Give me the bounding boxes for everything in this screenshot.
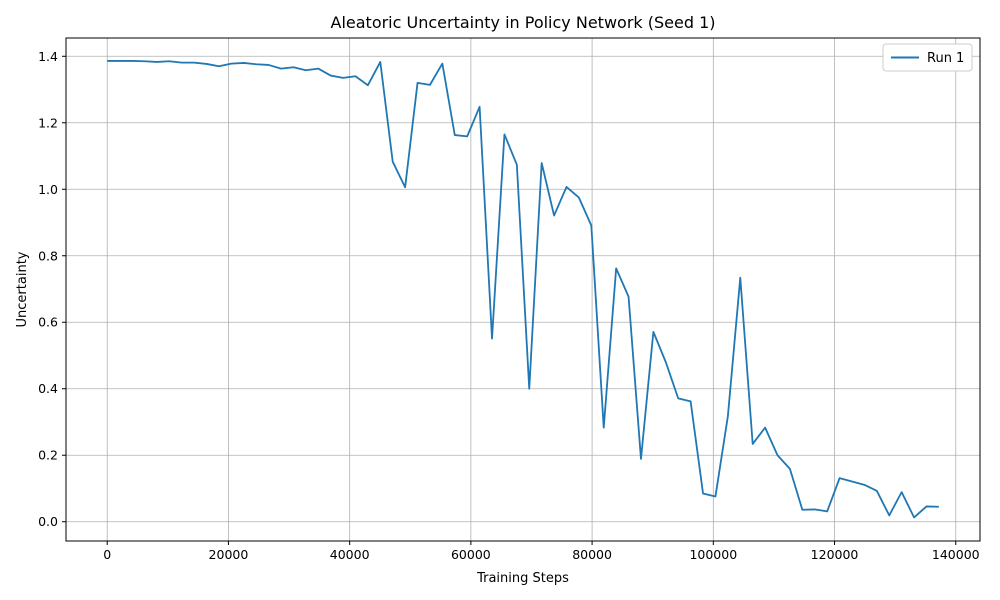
legend-label-run-1: Run 1 [927, 51, 964, 66]
y-tick-label: 0.6 [38, 315, 58, 330]
x-tick-label: 20000 [209, 547, 249, 562]
y-tick-label: 0.0 [38, 514, 58, 529]
y-tick-label: 1.4 [38, 49, 58, 64]
x-tick-label: 140000 [932, 547, 980, 562]
series-lines [107, 60, 939, 519]
x-tick-label: 100000 [689, 547, 737, 562]
grid-lines [66, 38, 980, 541]
x-axis-label: Training Steps [476, 571, 569, 586]
axis-ticks: 0 20000 40000 60000 80000 100000 120000 140000 0… [38, 49, 980, 562]
x-tick-label: 40000 [330, 547, 370, 562]
x-tick-label: 60000 [451, 547, 491, 562]
x-tick-label: 80000 [572, 547, 612, 562]
series-line-run-1 [107, 60, 939, 519]
y-axis-label: Uncertainty [15, 251, 30, 327]
x-tick-label: 120000 [811, 547, 859, 562]
x-tick-label: 0 [103, 547, 111, 562]
plot-area-frame [65, 37, 981, 542]
y-tick-label: 0.2 [38, 448, 58, 463]
legend-box [882, 43, 973, 72]
y-tick-label: 1.0 [38, 182, 58, 197]
y-tick-label: 0.4 [38, 381, 58, 396]
y-tick-label: 0.8 [38, 248, 58, 263]
legend: Run 1 [882, 43, 973, 72]
y-tick-label: 1.2 [38, 115, 58, 130]
chart-title: Aleatoric Uncertainty in Policy Network … [331, 13, 716, 32]
